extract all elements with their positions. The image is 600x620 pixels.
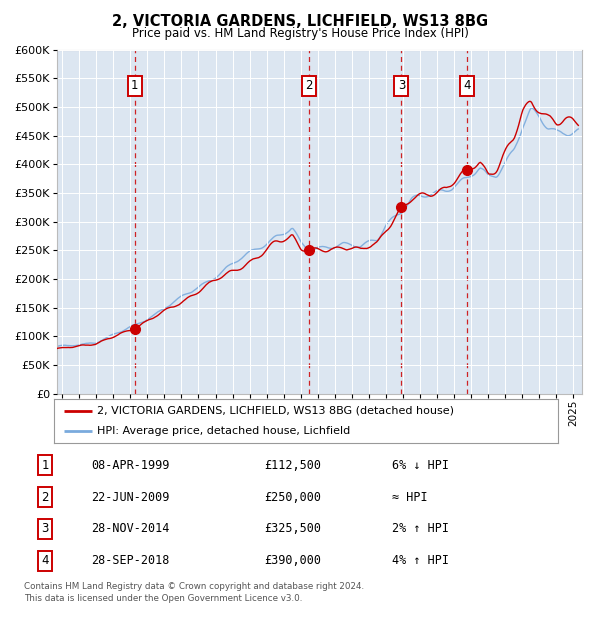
Text: 28-SEP-2018: 28-SEP-2018 bbox=[91, 554, 169, 567]
Text: 2: 2 bbox=[305, 79, 313, 92]
Text: 4: 4 bbox=[463, 79, 470, 92]
Text: Price paid vs. HM Land Registry's House Price Index (HPI): Price paid vs. HM Land Registry's House … bbox=[131, 27, 469, 40]
Text: 4: 4 bbox=[41, 554, 49, 567]
Text: £390,000: £390,000 bbox=[264, 554, 321, 567]
Text: 2, VICTORIA GARDENS, LICHFIELD, WS13 8BG: 2, VICTORIA GARDENS, LICHFIELD, WS13 8BG bbox=[112, 14, 488, 29]
Text: 3: 3 bbox=[41, 523, 49, 536]
Text: 2: 2 bbox=[41, 490, 49, 503]
Text: 1: 1 bbox=[41, 459, 49, 472]
Text: £325,500: £325,500 bbox=[264, 523, 321, 536]
Text: 22-JUN-2009: 22-JUN-2009 bbox=[91, 490, 169, 503]
Text: 28-NOV-2014: 28-NOV-2014 bbox=[91, 523, 169, 536]
Text: £250,000: £250,000 bbox=[264, 490, 321, 503]
Text: 4% ↑ HPI: 4% ↑ HPI bbox=[392, 554, 449, 567]
Text: 1: 1 bbox=[131, 79, 139, 92]
Text: Contains HM Land Registry data © Crown copyright and database right 2024.: Contains HM Land Registry data © Crown c… bbox=[24, 582, 364, 591]
Text: £112,500: £112,500 bbox=[264, 459, 321, 472]
Text: 08-APR-1999: 08-APR-1999 bbox=[91, 459, 169, 472]
Text: 6% ↓ HPI: 6% ↓ HPI bbox=[392, 459, 449, 472]
Text: HPI: Average price, detached house, Lichfield: HPI: Average price, detached house, Lich… bbox=[97, 426, 350, 436]
Text: This data is licensed under the Open Government Licence v3.0.: This data is licensed under the Open Gov… bbox=[24, 594, 302, 603]
Text: 3: 3 bbox=[398, 79, 405, 92]
Text: ≈ HPI: ≈ HPI bbox=[392, 490, 428, 503]
Text: 2, VICTORIA GARDENS, LICHFIELD, WS13 8BG (detached house): 2, VICTORIA GARDENS, LICHFIELD, WS13 8BG… bbox=[97, 405, 454, 416]
Text: 2% ↑ HPI: 2% ↑ HPI bbox=[392, 523, 449, 536]
